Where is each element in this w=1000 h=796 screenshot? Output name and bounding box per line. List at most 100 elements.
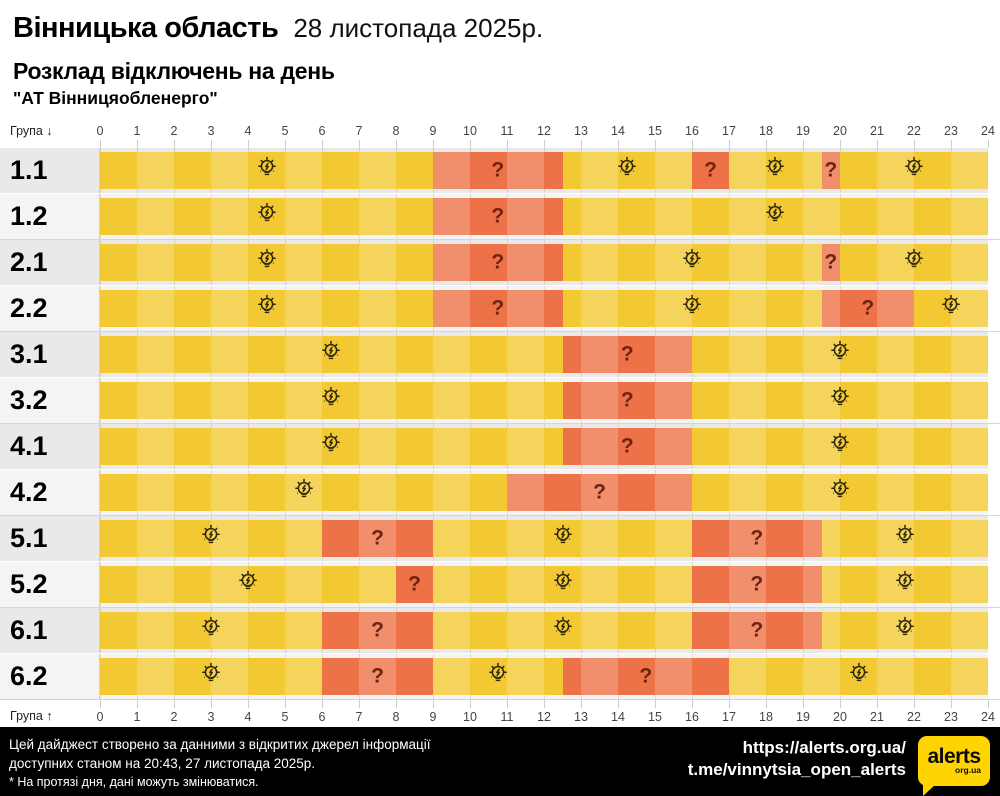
schedule-bar: ??? [100, 152, 988, 189]
hour-tick [803, 140, 804, 148]
schedule-date: 28 листопада 2025р. [293, 13, 544, 43]
schedule-row-6.1: 6.1?? [0, 608, 1000, 654]
hour-tick [544, 140, 545, 148]
question-mark: ? [491, 250, 505, 274]
disclaimer-line-3: * На протязі дня, дані можуть змінюватис… [9, 775, 259, 789]
footer: Цей дайджест створено за данними з відкр… [0, 727, 1000, 796]
hour-tick [840, 140, 841, 148]
hour-label: 1 [133, 710, 141, 724]
bulb-icon [549, 615, 576, 647]
provider-name: "АТ Вінницяобленерго" [13, 88, 218, 108]
hour-label: 21 [870, 124, 884, 138]
group-label-2.1: 2.1 [0, 240, 100, 285]
question-mark: ? [371, 618, 384, 642]
question-mark: ? [824, 250, 838, 274]
group-label-5.1: 5.1 [0, 516, 100, 561]
possible-outage-segment [322, 658, 433, 695]
schedule-row-2.2: 2.2?? [0, 286, 1000, 332]
bulb-icon [891, 615, 918, 647]
hour-label: 5 [281, 124, 289, 138]
hour-label: 3 [207, 124, 215, 138]
schedule-track: ?? [100, 286, 988, 331]
schedule-track: ?? [100, 608, 988, 653]
possible-outage-segment [692, 520, 822, 557]
bulb-icon [484, 661, 511, 693]
possible-outage-segment [396, 566, 433, 603]
schedule-row-3.1: 3.1? [0, 332, 1000, 378]
possible-outage-segment [692, 612, 822, 649]
schedule-track: ? [100, 470, 988, 515]
group-label-1.1: 1.1 [0, 148, 100, 193]
alerts-logo-text: alerts [927, 744, 981, 768]
hour-label: 9 [429, 124, 437, 138]
question-mark: ? [491, 158, 505, 182]
group-label-4.2: 4.2 [0, 470, 100, 515]
schedule-bar: ? [100, 474, 988, 511]
hour-label: 8 [392, 124, 400, 138]
schedule-bar: ? [100, 336, 988, 373]
bulb-icon [549, 523, 576, 555]
hour-tick [433, 140, 434, 148]
hour-label: 10 [463, 710, 477, 724]
alerts-site-link[interactable]: https://alerts.org.ua/ [742, 738, 906, 757]
schedule-row-3.2: 3.2? [0, 378, 1000, 424]
group-label-6.1: 6.1 [0, 608, 100, 653]
hour-tick [766, 700, 767, 708]
possible-outage-segment [322, 520, 433, 557]
hour-tick [877, 140, 878, 148]
bulb-icon [290, 477, 317, 509]
schedule-track: ??? [100, 148, 988, 193]
schedule-track: ? [100, 194, 988, 239]
bulb-icon [901, 155, 928, 187]
hour-tick [692, 700, 693, 708]
question-mark: ? [704, 158, 717, 182]
hour-tick [729, 700, 730, 708]
question-mark: ? [593, 480, 606, 504]
hour-tick [507, 140, 508, 148]
schedule-bar: ? [100, 382, 988, 419]
schedule-row-2.1: 2.1?? [0, 240, 1000, 286]
hour-tick [248, 140, 249, 148]
bulb-icon [827, 477, 854, 509]
hour-tick [951, 700, 952, 708]
disclaimer-line-1: Цей дайджест створено за данними з відкр… [9, 737, 431, 752]
hour-tick [322, 140, 323, 148]
group-label-2.2: 2.2 [0, 286, 100, 331]
bulb-icon [318, 339, 345, 371]
group-label-4.1: 4.1 [0, 424, 100, 469]
telegram-channel-link[interactable]: t.me/vinnytsia_open_alerts [687, 760, 906, 779]
hour-tick [544, 700, 545, 708]
question-mark: ? [371, 526, 384, 550]
schedule-subtitle: Розклад відключень на день [13, 58, 335, 84]
hour-axis-top: Група ↓ 0 1 2 3 4 5 6 7 8 9 10 11 12 13 14 15 16 17 18 19 20 2… [0, 118, 1000, 148]
hour-tick [396, 140, 397, 148]
hour-label: 2 [170, 710, 178, 724]
possible-outage-segment [562, 382, 692, 419]
title-line: Вінницька область 28 листопада 2025р. [13, 12, 1000, 45]
hour-label: 17 [722, 710, 736, 724]
hour-label: 17 [722, 124, 736, 138]
page-title: Вінницька область [13, 12, 279, 44]
hour-tick [359, 140, 360, 148]
possible-outage-segment [692, 152, 729, 189]
schedule-track: ?? [100, 562, 988, 607]
hour-label: 16 [685, 124, 699, 138]
group-label-3.1: 3.1 [0, 332, 100, 377]
outage-schedule-chart: 1.1??? 1.2? 2.1?? 2.2?? 3.1? 3.2? 4.1? 4.2? 5.1?… [0, 148, 1000, 700]
hour-tick [655, 700, 656, 708]
bulb-icon [679, 293, 706, 325]
question-mark: ? [861, 296, 875, 320]
hour-label: 20 [833, 124, 847, 138]
hour-tick [174, 700, 175, 708]
bulb-icon [891, 523, 918, 555]
hour-axis-bottom: Група ↑ 0 1 2 3 4 5 6 7 8 9 10 11 12 13 14 15 16 17 18 19 20 2… [0, 700, 1000, 727]
schedule-row-4.1: 4.1? [0, 424, 1000, 470]
hour-tick [470, 140, 471, 148]
bulb-icon [549, 569, 576, 601]
hour-label: 22 [907, 124, 921, 138]
possible-outage-segment [562, 658, 729, 695]
hour-label: 7 [355, 124, 363, 138]
hour-tick [951, 140, 952, 148]
hour-tick [433, 700, 434, 708]
hour-tick [766, 140, 767, 148]
